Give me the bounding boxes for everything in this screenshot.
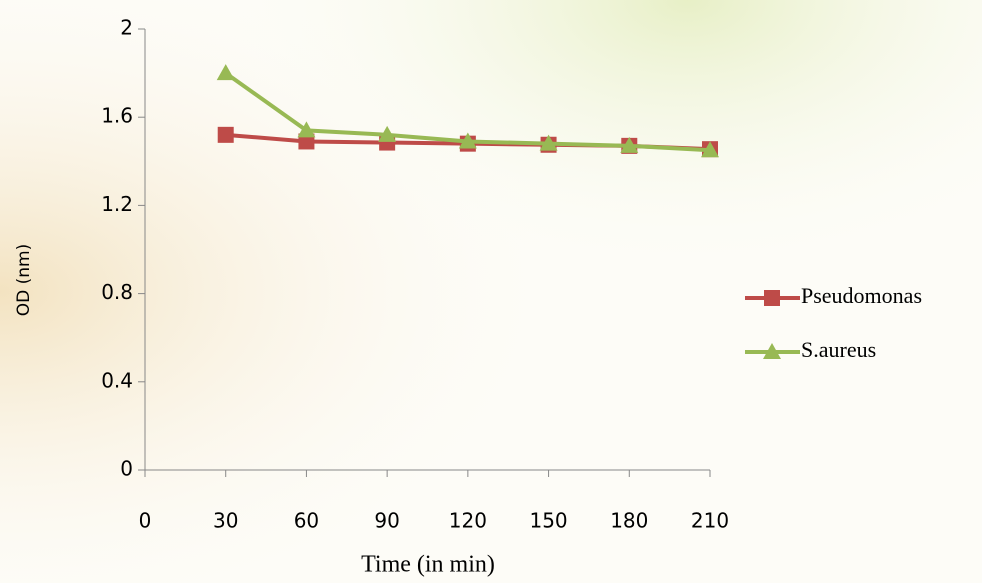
marker [297,121,316,138]
y-tick-label: 1.6 [101,104,133,128]
marker [458,132,477,149]
y-tick-label: 0.8 [101,280,133,304]
y-axis-title: OD (nm) [14,244,34,316]
marker [378,125,397,142]
y-tick-label: 0 [120,457,133,481]
marker [701,141,719,158]
legend-marker [763,343,781,359]
x-tick-label: 120 [449,509,487,533]
x-tick-label: 30 [213,509,238,533]
x-tick-label: 150 [529,509,567,533]
marker [217,126,234,143]
x-tick-label: 180 [610,509,648,533]
legend-marker [764,290,780,306]
y-tick-label: 2 [120,16,133,40]
y-tick-label: 0.4 [101,368,133,392]
x-tick-label: 90 [374,509,399,533]
x-axis-title: Time (in min) [361,552,495,578]
marker [298,133,315,150]
marker [539,134,558,151]
marker [216,64,235,81]
x-tick-label: 0 [139,509,152,533]
legend-label: S.aureus [801,337,876,362]
legend-label: Pseudomonas [801,283,922,308]
marker [620,136,639,153]
x-tick-label: 60 [294,509,319,533]
x-tick-label: 210 [691,509,729,533]
y-tick-label: 1.2 [101,192,133,216]
